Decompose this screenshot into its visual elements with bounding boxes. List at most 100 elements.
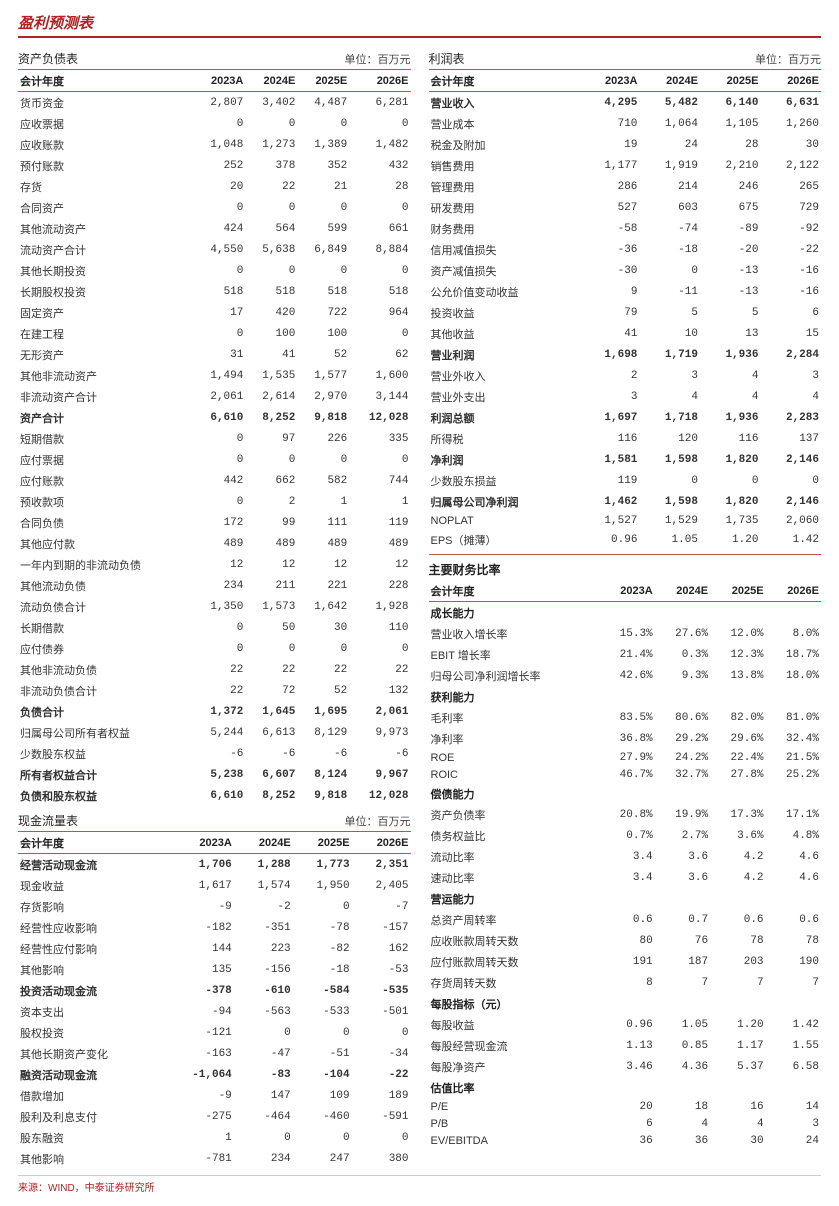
cell-value: 137 — [760, 428, 821, 449]
table-row: 投资收益79556 — [429, 302, 822, 323]
row-label: 其他长期资产变化 — [18, 1043, 164, 1064]
cell-value: 1.17 — [710, 1035, 765, 1056]
row-label: 其他应付款 — [18, 533, 193, 554]
col-header: 2023A — [579, 70, 640, 92]
row-label: 短期借款 — [18, 428, 193, 449]
cell-value: 22 — [297, 659, 349, 680]
row-label: 归属母公司所有者权益 — [18, 722, 193, 743]
cell-value: 79 — [579, 302, 640, 323]
cell-value: 0.7 — [655, 909, 710, 930]
cell-value: 964 — [349, 302, 410, 323]
cell-value: 1,462 — [579, 491, 640, 512]
row-label: 合同负债 — [18, 512, 193, 533]
cell-value: 582 — [297, 470, 349, 491]
cell-value: 223 — [234, 938, 293, 959]
cell-value: 1 — [349, 491, 410, 512]
cell-value: 8,124 — [297, 764, 349, 785]
cell-value: 1,260 — [760, 113, 821, 134]
table-row: 其他流动负债234211221228 — [18, 575, 411, 596]
cell-value: -18 — [293, 959, 352, 980]
cell-value: 6 — [599, 1115, 654, 1132]
cell-value: 0 — [234, 1022, 293, 1043]
table-row: 营业利润1,6981,7191,9362,284 — [429, 344, 822, 365]
cell-value: 203 — [710, 951, 765, 972]
row-label: 流动资产合计 — [18, 239, 193, 260]
cell-value: 0 — [193, 113, 245, 134]
row-label: 经营性应付影响 — [18, 938, 164, 959]
row-label: 固定资产 — [18, 302, 193, 323]
cell-value: 187 — [655, 951, 710, 972]
cell-value: 81.0% — [766, 707, 821, 728]
row-label: 少数股东损益 — [429, 470, 579, 491]
row-label: 营业成本 — [429, 113, 579, 134]
table-row: P/B6443 — [429, 1115, 822, 1132]
cell-value: -34 — [352, 1043, 411, 1064]
row-label: 少数股东权益 — [18, 743, 193, 764]
cashflow-table: 会计年度2023A2024E2025E2026E 经营活动现金流1,7061,2… — [18, 832, 411, 1169]
cell-value: -13 — [700, 260, 761, 281]
row-label: 营业收入增长率 — [429, 623, 600, 644]
cell-value: 0 — [349, 260, 410, 281]
row-label: 营业利润 — [429, 344, 579, 365]
cell-value: 1,698 — [579, 344, 640, 365]
row-label: 营业收入 — [429, 92, 579, 114]
table-row: 应付账款周转天数191187203190 — [429, 951, 822, 972]
cell-value: 214 — [639, 176, 700, 197]
cell-value: -163 — [164, 1043, 233, 1064]
cell-value: 1.55 — [766, 1035, 821, 1056]
row-label: 合同资产 — [18, 197, 193, 218]
cell-value: 0 — [245, 113, 297, 134]
cell-value: 9,973 — [349, 722, 410, 743]
group-name: 成长能力 — [429, 602, 822, 624]
cell-value: 1,064 — [639, 113, 700, 134]
cell-value: 30 — [710, 1132, 765, 1149]
cell-value: 42.6% — [599, 665, 654, 686]
table-row: ROIC46.7%32.7%27.8%25.2% — [429, 766, 822, 783]
cell-value: 1,105 — [700, 113, 761, 134]
cell-value: 19 — [579, 134, 640, 155]
cell-value: 710 — [579, 113, 640, 134]
row-label: 每股经营现金流 — [429, 1035, 600, 1056]
cell-value: 489 — [193, 533, 245, 554]
cell-value: 0 — [245, 638, 297, 659]
cell-value: 21.4% — [599, 644, 654, 665]
row-label: 资产负债率 — [429, 804, 600, 825]
col-header: 2025E — [710, 580, 765, 602]
row-label: 流动负债合计 — [18, 596, 193, 617]
cell-value: 286 — [579, 176, 640, 197]
cell-value: 0.96 — [599, 1014, 654, 1035]
table-row: 流动资产合计4,5505,6386,8498,884 — [18, 239, 411, 260]
cell-value: 1,697 — [579, 407, 640, 428]
row-label: 研发费用 — [429, 197, 579, 218]
cell-value: 0 — [193, 491, 245, 512]
table-row: 研发费用527603675729 — [429, 197, 822, 218]
cell-value: 1,936 — [700, 407, 761, 428]
cell-value: 1,928 — [349, 596, 410, 617]
cell-value: -89 — [700, 218, 761, 239]
cell-value: 5 — [700, 302, 761, 323]
cell-value: 6,849 — [297, 239, 349, 260]
table-row: 其他长期资产变化-163-47-51-34 — [18, 1043, 411, 1064]
row-label: 一年内到期的非流动负债 — [18, 554, 193, 575]
group-name: 偿债能力 — [429, 783, 822, 804]
cell-value: 5,638 — [245, 239, 297, 260]
cell-value: -182 — [164, 917, 233, 938]
cell-value: 8,252 — [245, 407, 297, 428]
row-label: 速动比率 — [429, 867, 600, 888]
table-row: 少数股东损益119000 — [429, 470, 822, 491]
cell-value: 17.3% — [710, 804, 765, 825]
row-label: 股利及利息支付 — [18, 1106, 164, 1127]
cell-value: 265 — [760, 176, 821, 197]
cell-value: 3,402 — [245, 92, 297, 114]
row-label: 在建工程 — [18, 323, 193, 344]
cell-value: 2,614 — [245, 386, 297, 407]
cell-value: 20.8% — [599, 804, 654, 825]
cell-value: -104 — [293, 1064, 352, 1085]
cell-value: -6 — [245, 743, 297, 764]
cell-value: -83 — [234, 1064, 293, 1085]
table-row: 其他收益41101315 — [429, 323, 822, 344]
table-row: 预付账款252378352432 — [18, 155, 411, 176]
cell-value: 1,350 — [193, 596, 245, 617]
row-label: 无形资产 — [18, 344, 193, 365]
cell-value: 0 — [193, 617, 245, 638]
